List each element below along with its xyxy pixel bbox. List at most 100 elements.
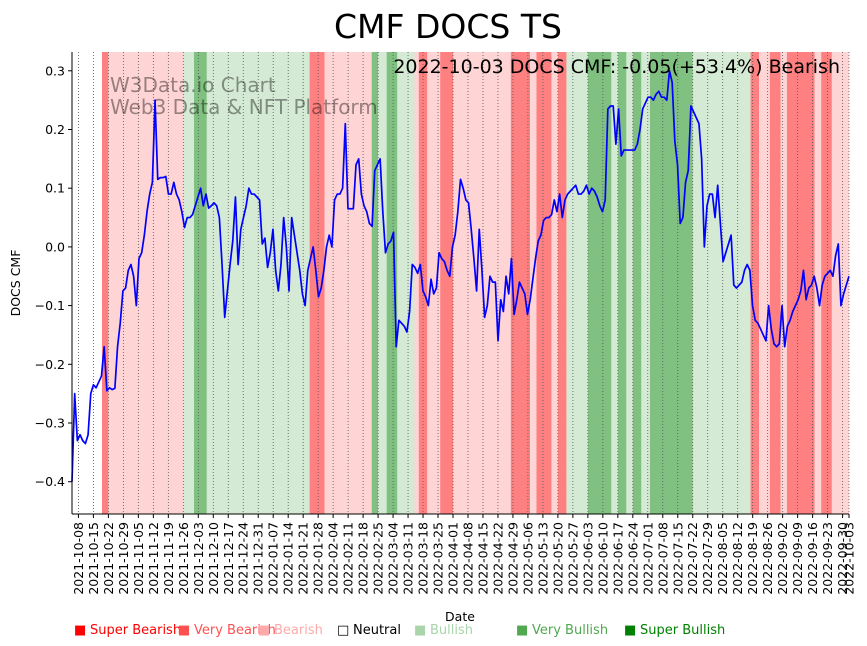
x-tick-label: 2021-10-15 (86, 522, 101, 595)
x-tick-label: 2022-07-15 (670, 522, 685, 595)
x-tick-label: 2021-11-12 (146, 522, 161, 595)
y-tick-label: 0.2 (45, 122, 65, 137)
band-bearish (108, 52, 184, 514)
x-tick-label: 2022-01-28 (311, 522, 326, 595)
band-very-bearish (769, 52, 781, 514)
x-tick-label: 2022-01-21 (296, 522, 311, 595)
x-tick-label: 2021-12-10 (206, 522, 221, 595)
band-bearish (551, 52, 558, 514)
series-layer (71, 69, 850, 482)
band-bearish (414, 52, 419, 514)
watermark-line-2: Web3 Data & NFT Platform (110, 95, 378, 119)
legend-item-label: Bearish (274, 623, 323, 638)
x-tick-label: 2021-12-17 (221, 522, 236, 595)
x-tick-label: 2022-05-06 (520, 522, 535, 595)
x-tick-label: 2022-08-12 (730, 522, 745, 595)
band-very-bullish (632, 52, 642, 514)
band-bearish (780, 52, 787, 514)
y-axis-label: DOCS CMF (8, 250, 23, 317)
x-tick-label: 2022-09-02 (775, 522, 790, 595)
band-very-bearish (750, 52, 760, 514)
band-bearish (759, 52, 770, 514)
x-tick-label: 2022-02-18 (356, 522, 371, 595)
x-tick-label: 2021-12-24 (236, 522, 251, 595)
x-axis-label: Date (445, 609, 475, 624)
legend-swatch-icon: ■ (258, 623, 270, 638)
y-tick-label: 0.1 (45, 181, 65, 196)
x-tick-label: 2022-01-07 (266, 522, 281, 595)
band-bullish (183, 52, 195, 514)
x-tick-label: 2022-08-19 (745, 522, 760, 595)
y-tick-label: −0.1 (35, 298, 65, 313)
legend-swatch-icon: ■ (178, 623, 190, 638)
x-tick-label: 2022-09-09 (790, 522, 805, 595)
band-bullish (397, 52, 415, 514)
y-tick-label: 0.0 (45, 239, 65, 254)
band-very-bullish (386, 52, 398, 514)
x-tick-label: 2022-05-20 (550, 522, 565, 595)
band-very-bullish (194, 52, 207, 514)
x-tick-label: 2022-02-25 (371, 522, 386, 595)
band-bullish (378, 52, 387, 514)
legend-item-label: Very Bearish (194, 623, 276, 638)
legend-item-label: Neutral (353, 623, 401, 638)
y-tick-label: −0.3 (35, 416, 65, 431)
legend-swatch-icon: □ (337, 623, 349, 638)
band-bullish (566, 52, 588, 514)
x-tick-label: 2022-04-22 (490, 522, 505, 595)
x-tick-label: 2021-12-31 (251, 522, 266, 595)
band-very-bullish (617, 52, 627, 514)
band-bearish (427, 52, 441, 514)
latest-value-annotation: 2022-10-03 DOCS CMF: -0.05(+53.4%) Beari… (393, 56, 840, 78)
y-axis-ticks: −0.4 −0.3 −0.2 −0.1 0.0 0.1 0.2 0.3 (35, 63, 72, 489)
x-tick-label: 2022-08-26 (760, 522, 775, 595)
x-tick-label: 2021-10-29 (116, 522, 131, 595)
weekly-gridlines (78, 52, 850, 514)
x-tick-label: 2022-06-24 (625, 522, 640, 595)
legend-item-label: Super Bearish (90, 623, 181, 638)
x-tick-label: 2021-10-08 (71, 522, 86, 595)
band-bullish (626, 52, 633, 514)
legend-item-label: Super Bullish (640, 623, 725, 638)
band-bearish (530, 52, 537, 514)
x-tick-label: 2022-03-04 (386, 522, 401, 595)
band-very-bearish (101, 52, 109, 514)
band-bearish (814, 52, 822, 514)
band-bullish (641, 52, 650, 514)
x-tick-label: 2021-11-19 (161, 522, 176, 595)
x-tick-label: 2022-10-03 (842, 522, 857, 595)
band-very-bullish (371, 52, 379, 514)
x-tick-label: 2022-09-30 (835, 522, 850, 595)
x-tick-label: 2022-05-13 (535, 522, 550, 595)
x-tick-label: 2022-04-01 (446, 522, 461, 595)
x-tick-label: 2021-10-22 (101, 522, 116, 595)
x-tick-label: 2022-03-18 (416, 522, 431, 595)
x-tick-label: 2022-08-05 (715, 522, 730, 595)
x-tick-label: 2022-04-29 (505, 522, 520, 595)
band-very-bearish (821, 52, 832, 514)
x-tick-label: 2022-02-11 (341, 522, 356, 595)
legend-swatch-icon: ■ (516, 623, 528, 638)
x-tick-label: 2022-04-08 (460, 522, 475, 595)
watermark-line-1: W3Data.io Chart (110, 73, 276, 97)
x-tick-label: 2021-11-05 (131, 522, 146, 595)
band-very-bullish (649, 52, 693, 514)
band-very-bearish (536, 52, 552, 514)
legend: ■ Super Bearish■ Very Bearish■ Bearish □ Neut… (74, 623, 725, 638)
band-very-bearish (557, 52, 567, 514)
x-axis-ticks: 2021-10-08 2021-10-15 2021-10-22 2021-10-29… (71, 514, 857, 595)
legend-item-label: Very Bullish (532, 623, 608, 638)
x-tick-label: 2022-07-22 (685, 522, 700, 595)
band-very-bearish (786, 52, 815, 514)
y-tick-label: −0.4 (35, 474, 65, 489)
band-very-bearish (440, 52, 454, 514)
x-tick-label: 2022-09-16 (805, 522, 820, 595)
x-tick-label: 2022-07-29 (700, 522, 715, 595)
x-tick-label: 2022-07-01 (640, 522, 655, 595)
y-tick-label: 0.3 (45, 63, 65, 78)
x-tick-label: 2022-06-17 (610, 522, 625, 595)
x-tick-label: 2021-12-03 (191, 522, 206, 595)
x-tick-label: 2022-05-27 (565, 522, 580, 595)
x-tick-label: 2022-03-25 (431, 522, 446, 595)
